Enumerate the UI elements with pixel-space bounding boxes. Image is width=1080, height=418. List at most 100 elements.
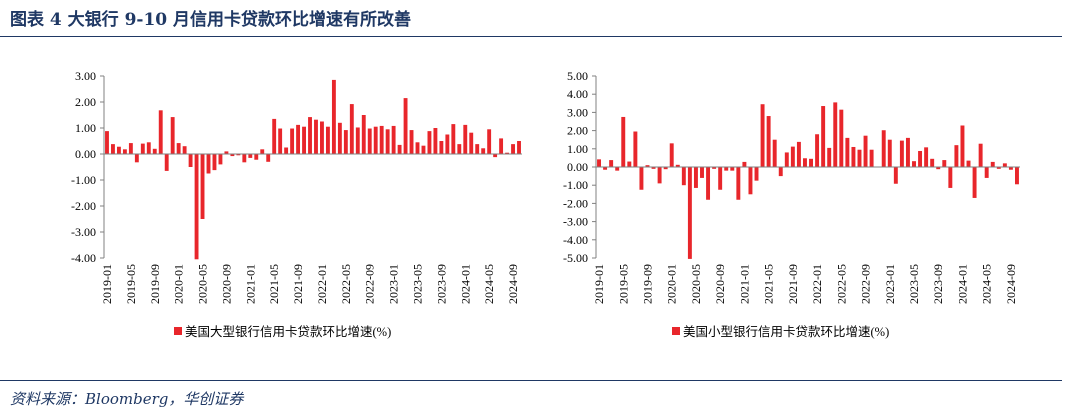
bar xyxy=(379,125,384,154)
bar xyxy=(314,119,318,154)
bar xyxy=(284,147,289,154)
bar xyxy=(724,167,729,171)
bar xyxy=(260,149,265,154)
bar xyxy=(439,141,444,154)
x-tick-label: 2021-01 xyxy=(243,264,257,304)
bar xyxy=(451,124,456,154)
x-tick-label: 2019-05 xyxy=(124,264,138,304)
bar xyxy=(954,145,959,167)
bar xyxy=(778,167,783,177)
bar xyxy=(857,149,862,167)
bar xyxy=(887,139,892,167)
bar xyxy=(445,134,450,154)
bar xyxy=(164,154,169,171)
x-tick-label: 2024-05 xyxy=(980,264,994,304)
bar xyxy=(839,109,844,167)
bar xyxy=(236,154,241,156)
bar xyxy=(206,154,211,174)
y-tick-label: 4.00 xyxy=(567,87,588,101)
bar xyxy=(481,148,486,154)
bar xyxy=(748,167,753,195)
bar xyxy=(105,131,109,154)
x-tick-label: 2019-05 xyxy=(616,264,630,304)
x-tick-label: 2023-05 xyxy=(411,264,425,304)
bar xyxy=(325,126,330,154)
bar xyxy=(176,143,181,154)
bar xyxy=(845,137,850,167)
bar xyxy=(675,164,680,167)
y-tick-label: -3.00 xyxy=(563,215,588,229)
bar xyxy=(212,154,217,171)
x-tick-label: 2022-01 xyxy=(315,264,329,304)
bar xyxy=(1002,163,1007,167)
bar xyxy=(385,129,390,154)
bar xyxy=(760,104,765,167)
figure-title: 图表 4 大银行 9-10 月信用卡贷款环比增速有所改善 xyxy=(10,10,412,30)
x-tick-label: 2020-01 xyxy=(172,264,186,304)
bar xyxy=(972,167,977,198)
bar xyxy=(821,106,826,167)
bar xyxy=(827,147,832,167)
bar xyxy=(851,146,856,167)
bar xyxy=(893,167,898,184)
bottom-rule xyxy=(0,380,1062,381)
bar xyxy=(254,154,259,160)
bar xyxy=(427,131,432,154)
bar xyxy=(712,167,717,169)
bar xyxy=(457,144,462,154)
bar xyxy=(706,167,711,200)
x-tick-label: 2023-09 xyxy=(931,264,945,304)
bar xyxy=(415,142,420,154)
x-tick-label: 2024-05 xyxy=(482,264,496,304)
bar xyxy=(639,167,644,190)
bar xyxy=(736,167,741,200)
x-tick-label: 2023-01 xyxy=(387,264,401,304)
bar xyxy=(290,128,295,154)
x-tick-label: 2019-09 xyxy=(640,264,654,304)
bar xyxy=(200,154,205,219)
legend-swatch xyxy=(672,327,680,335)
bar xyxy=(918,150,923,167)
bar xyxy=(391,125,396,154)
y-tick-label: -3.00 xyxy=(71,225,96,239)
bar xyxy=(337,122,342,154)
source-note: 资料来源：Bloomberg，华创证券 xyxy=(10,390,244,408)
bar xyxy=(966,160,971,167)
y-tick-label: -2.00 xyxy=(563,196,588,210)
bar xyxy=(996,167,1001,169)
y-tick-label: 3.00 xyxy=(75,69,96,83)
bar xyxy=(633,131,638,167)
x-tick-label: 2022-05 xyxy=(834,264,848,304)
y-tick-label: 0.00 xyxy=(75,147,96,161)
bar xyxy=(663,167,668,170)
x-tick-label: 2024-01 xyxy=(955,264,969,304)
bar xyxy=(681,167,686,186)
bar xyxy=(194,154,199,260)
bar xyxy=(730,167,735,171)
bar xyxy=(242,154,247,163)
x-tick-label: 2020-05 xyxy=(689,264,703,304)
bar xyxy=(349,104,354,154)
bar xyxy=(863,135,868,167)
bar xyxy=(833,102,838,167)
bar xyxy=(278,128,283,154)
bar xyxy=(493,154,498,158)
y-tick-label: 1.00 xyxy=(75,121,96,135)
bar xyxy=(463,124,468,154)
bar xyxy=(331,79,336,154)
bar xyxy=(790,146,795,167)
bar xyxy=(397,144,402,154)
bar xyxy=(248,154,253,158)
x-tick-label: 2021-05 xyxy=(762,264,776,304)
bar xyxy=(469,132,474,154)
bar xyxy=(487,129,492,154)
bar xyxy=(978,143,983,167)
bar xyxy=(170,117,175,154)
bar xyxy=(517,141,521,154)
y-tick-label: -4.00 xyxy=(563,233,588,247)
legend-label: 美国小型银行信用卡贷款环比增速(%) xyxy=(683,324,889,339)
bar xyxy=(158,110,163,154)
x-tick-label: 2019-09 xyxy=(148,264,162,304)
bar xyxy=(140,143,145,154)
